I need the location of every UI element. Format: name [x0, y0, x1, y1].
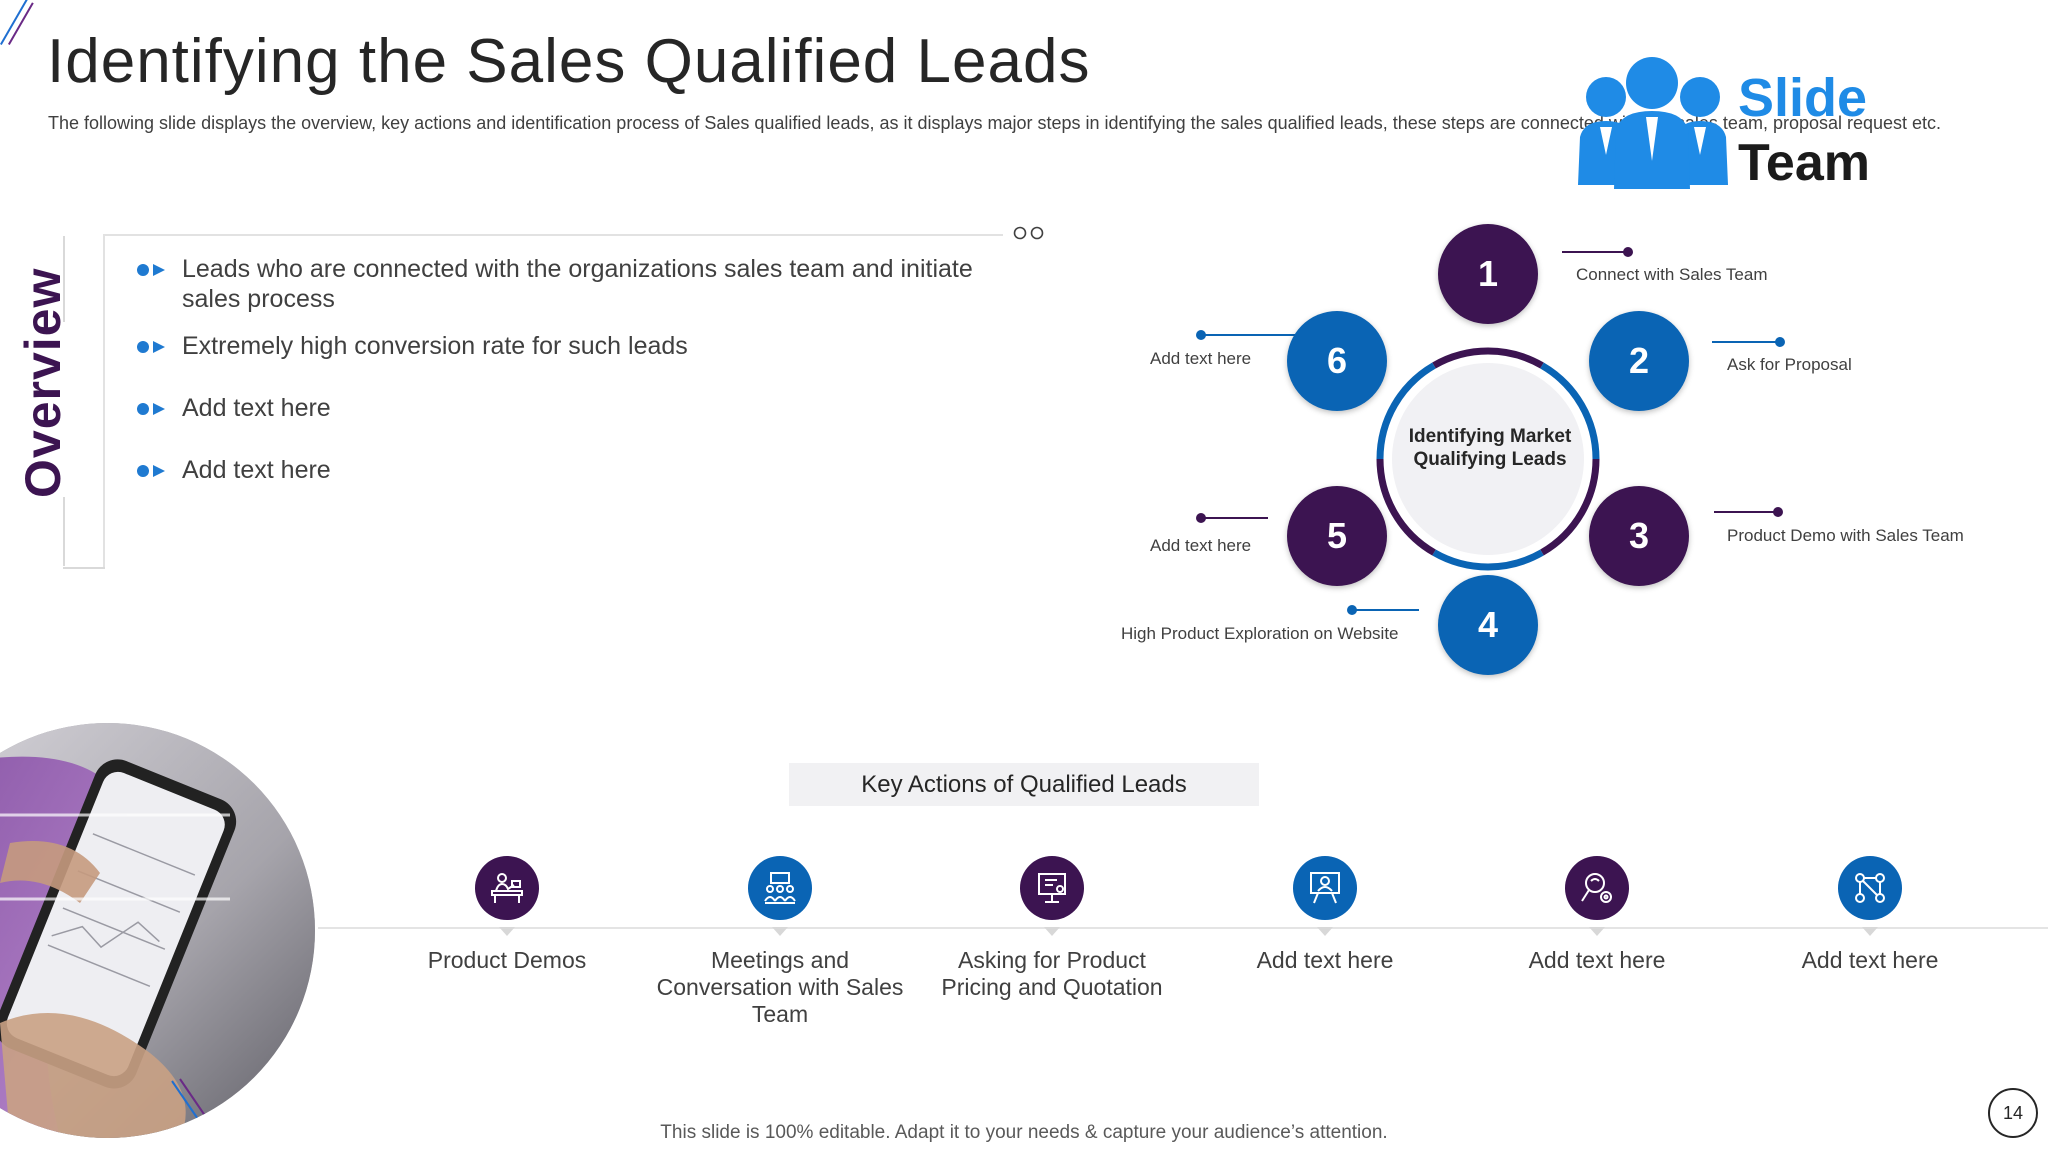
action-label-3: Asking for Product Pricing and Quotation — [941, 947, 1163, 1000]
page-number-badge: 14 — [1988, 1088, 2038, 1138]
action-pin-5 — [1589, 927, 1605, 936]
cycle-center-label: Identifying Market Qualifying Leads — [1408, 426, 1572, 470]
search-gear-icon — [1581, 873, 1612, 903]
key-actions-title: Key Actions of Qualified Leads — [789, 763, 1259, 806]
overview-label: Overview — [15, 267, 71, 498]
action-circle-2 — [748, 856, 812, 920]
action-pin-6 — [1862, 927, 1878, 936]
overview-frame-bottom — [63, 567, 105, 569]
screen-presenter-icon — [1310, 872, 1340, 904]
logo-text-team: Team — [1738, 134, 1870, 192]
action-circle-3 — [1020, 856, 1084, 920]
slide-title: Identifying the Sales Qualified Leads — [47, 27, 1091, 96]
double-circle-icon — [1013, 226, 1044, 240]
presentation-desk-icon — [491, 873, 523, 903]
timeline-line — [318, 927, 2048, 929]
overview-bullet-1: Leads who are connected with the organiz… — [136, 254, 1032, 314]
step-circle-1: 1 — [1438, 224, 1538, 324]
pricing-board-icon — [1038, 873, 1066, 903]
overview-bullet-4: Add text here — [136, 455, 1032, 485]
step-label-4: High Product Exploration on Website — [1121, 624, 1399, 643]
action-label-2: Meetings and Conversation with Sales Tea… — [656, 947, 904, 1027]
people-group-icon — [1578, 57, 1728, 189]
action-label-5: Add text here — [1528, 947, 1666, 973]
bullet-arrow-icon — [137, 264, 165, 276]
bullet-arrow-icon — [137, 465, 165, 477]
overview-bullet-text: Extremely high conversion rate for such … — [182, 332, 688, 360]
step-circle-3: 3 — [1589, 486, 1689, 586]
action-pin-1 — [499, 927, 515, 936]
step-label-1: Connect with Sales Team — [1576, 265, 1768, 284]
action-circle-6 — [1838, 856, 1902, 920]
overview-bullet-text: Add text here — [182, 394, 331, 422]
step-label-6: Add text here — [1150, 349, 1252, 368]
action-circle-1 — [475, 856, 539, 920]
bullet-arrow-icon — [137, 403, 165, 415]
action-pin-4 — [1317, 927, 1333, 936]
step-circle-5: 5 — [1287, 486, 1387, 586]
footer-note: This slide is 100% editable. Adapt it to… — [660, 1122, 1388, 1143]
meeting-icon — [764, 872, 796, 904]
overview-frame-gap — [60, 322, 66, 497]
step-circle-4: 4 — [1438, 575, 1538, 675]
action-label-6: Add text here — [1801, 947, 1939, 973]
overview-bullet-2: Extremely high conversion rate for such … — [136, 331, 1032, 361]
overview-frame-inner — [103, 236, 105, 569]
action-label-4: Add text here — [1256, 947, 1394, 973]
step-label-2: Ask for Proposal — [1727, 355, 1852, 374]
overview-frame-top — [103, 234, 1003, 236]
step-label-5: Add text here — [1150, 536, 1252, 555]
phone-illustration — [0, 723, 315, 1138]
bullet-arrow-icon — [137, 341, 165, 353]
step-circle-2: 2 — [1589, 311, 1689, 411]
action-circle-4 — [1293, 856, 1357, 920]
action-pin-3 — [1044, 927, 1060, 936]
cycle-diagram — [1196, 247, 1785, 615]
network-people-icon — [1855, 873, 1885, 903]
overview-bullet-text: Add text here — [182, 456, 331, 484]
action-pin-2 — [772, 927, 788, 936]
action-label-1: Product Demos — [427, 947, 587, 973]
hand-holding-phone-photo — [0, 723, 315, 1138]
step-label-3: Product Demo with Sales Team — [1727, 526, 1964, 545]
overview-bullet-3: Add text here — [136, 393, 1032, 423]
slide-subtitle: The following slide displays the overvie… — [48, 113, 1942, 133]
overview-bullet-text: Leads who are connected with the organiz… — [182, 255, 973, 313]
step-circle-6: 6 — [1287, 311, 1387, 411]
slideteam-logo: Slide Team — [1570, 55, 1880, 192]
logo-text-slide: Slide — [1738, 68, 1868, 128]
corner-accent-blue — [0, 0, 28, 46]
action-circle-5 — [1565, 856, 1629, 920]
